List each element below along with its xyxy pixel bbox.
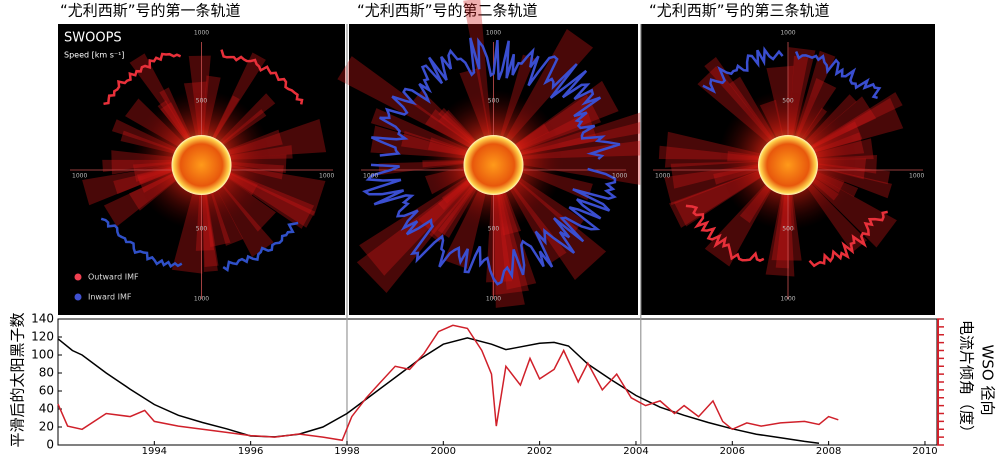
- speed-trace: [702, 46, 784, 94]
- speed-trace: [220, 49, 304, 105]
- radial-tick-label: 1000: [612, 173, 627, 180]
- legend-marker: [74, 293, 82, 301]
- radial-tick-label: 500: [196, 98, 208, 105]
- y2-axis-label: 电流片倾角（度）: [958, 320, 976, 440]
- radial-tick-label: 1000: [909, 173, 924, 180]
- y-tick-label: 20: [39, 420, 54, 434]
- polar-panel: 500 500 1000 1000 1000 1000 SWOOPS Speed [km s⁻…: [58, 24, 345, 315]
- corona-ray: [493, 138, 654, 187]
- legend-label: Outward IMF: [88, 273, 139, 282]
- sun: [758, 135, 818, 195]
- radial-tick-label: 1000: [363, 173, 378, 180]
- unit-label: Speed [km s⁻¹]: [64, 51, 124, 60]
- y-tick-label: 80: [39, 366, 54, 380]
- legend-label: Inward IMF: [88, 293, 132, 302]
- plot-frame: [57, 318, 938, 446]
- speed-trace: [362, 163, 617, 286]
- radial-tick-label: 1000: [194, 30, 209, 37]
- sun: [463, 135, 524, 195]
- x-tick-label: 2008: [816, 446, 841, 457]
- speed-trace: [100, 217, 183, 269]
- speed-trace: [370, 37, 621, 160]
- x-tick-label: 1998: [334, 446, 359, 457]
- x-tick-label: 1994: [142, 446, 167, 457]
- sun: [171, 135, 232, 195]
- y-tick-label: 120: [31, 330, 54, 344]
- radial-tick-label: 1000: [486, 296, 501, 303]
- radial-tick-label: 500: [782, 226, 794, 233]
- y-tick-label: 60: [39, 384, 54, 398]
- speed-trace: [103, 52, 182, 106]
- radial-tick-label: 1000: [486, 30, 501, 37]
- radial-tick-label: 1000: [780, 296, 795, 303]
- panel-title: “尤利西斯”号的第二条轨道: [357, 2, 538, 20]
- x-tick-label: 2004: [623, 446, 648, 457]
- speed-trace: [808, 210, 888, 268]
- y-tick-label: 140: [31, 312, 54, 326]
- x-tick-label: 2000: [431, 446, 456, 457]
- data-line: [57, 324, 839, 442]
- radial-tick-label: 500: [488, 98, 500, 105]
- x-tick-label: 2006: [720, 446, 745, 457]
- radial-tick-label: 1000: [194, 296, 209, 303]
- panel-title: “尤利西斯”号的第三条轨道: [649, 2, 830, 20]
- y2-axis-note: WSO 径向: [979, 345, 997, 416]
- polar-panel: 500 500 1000 1000 1000 1000: [641, 24, 935, 315]
- radial-tick-label: 500: [196, 226, 208, 233]
- x-tick-label: 2002: [527, 446, 552, 457]
- y-tick-label: 40: [39, 402, 54, 416]
- legend-marker: [74, 273, 82, 281]
- y-tick-label: 100: [31, 348, 54, 362]
- speed-trace: [685, 204, 765, 262]
- x-tick-label: 2010: [912, 446, 937, 457]
- radial-tick-label: 1000: [655, 173, 670, 180]
- radial-tick-label: 1000: [72, 173, 87, 180]
- radial-tick-label: 1000: [319, 173, 334, 180]
- instrument-label: SWOOPS: [64, 31, 122, 46]
- data-line: [57, 337, 820, 444]
- radial-tick-label: 1000: [780, 30, 795, 37]
- radial-tick-label: 500: [488, 226, 500, 233]
- radial-tick-label: 500: [782, 98, 794, 105]
- speed-trace: [794, 51, 882, 100]
- x-tick-label: 1996: [238, 446, 263, 457]
- speed-trace: [222, 221, 299, 272]
- panel-title: “尤利西斯”号的第一条轨道: [60, 2, 241, 20]
- polar-panel: 500 500 1000 1000 1000 1000: [337, 0, 656, 315]
- y-tick-label: 0: [46, 438, 54, 452]
- y-axis-label: 平滑后的太阳黑子数: [9, 312, 27, 447]
